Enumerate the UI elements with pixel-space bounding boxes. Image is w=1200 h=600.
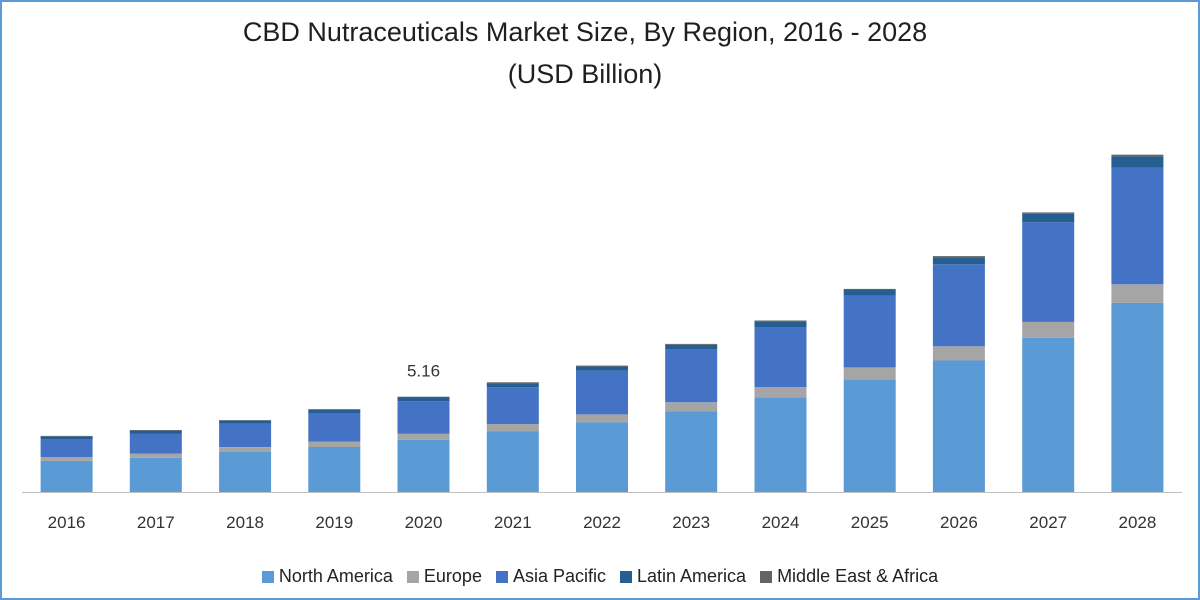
bar-segment-asia-pacific-2016 xyxy=(40,439,93,458)
legend-label: North America xyxy=(278,566,393,586)
bar-segment-middle-east-africa-2022 xyxy=(576,365,628,367)
bar-segment-middle-east-africa-2018 xyxy=(219,420,272,421)
legend-swatch xyxy=(620,570,632,583)
bar-segment-asia-pacific-2019 xyxy=(308,413,361,442)
data-label-2020: 5.16 xyxy=(407,362,440,381)
x-tick-label: 2019 xyxy=(315,513,353,532)
bar-segment-middle-east-africa-2027 xyxy=(1022,212,1075,214)
bar-segment-latin-america-2025 xyxy=(843,289,896,296)
bar-segment-asia-pacific-2021 xyxy=(486,387,539,425)
bar-segment-asia-pacific-2018 xyxy=(219,423,272,448)
bar-segment-asia-pacific-2026 xyxy=(932,264,985,347)
bar-segment-asia-pacific-2028 xyxy=(1111,167,1164,285)
bar-segment-north-america-2020 xyxy=(397,439,450,492)
legend-label: Asia Pacific xyxy=(512,566,606,586)
bar-segment-latin-america-2021 xyxy=(486,383,539,388)
legend-item-asia-pacific: Asia Pacific xyxy=(495,566,606,587)
legend-swatch xyxy=(406,570,419,583)
bar-segment-asia-pacific-2020 xyxy=(397,401,450,434)
bar-segment-north-america-2028 xyxy=(1111,302,1164,492)
bar-segment-middle-east-africa-2023 xyxy=(665,343,718,345)
bar-segment-latin-america-2026 xyxy=(932,257,985,265)
bar-segment-middle-east-africa-2021 xyxy=(486,382,539,384)
bar-segment-asia-pacific-2027 xyxy=(1022,222,1075,322)
bar-segment-north-america-2016 xyxy=(40,460,93,492)
bar-segment-middle-east-africa-2025 xyxy=(843,288,896,290)
bar-segment-north-america-2023 xyxy=(665,411,718,492)
bar-segment-europe-2016 xyxy=(40,457,93,461)
x-tick-label: 2016 xyxy=(48,513,86,532)
bar-segment-asia-pacific-2025 xyxy=(843,295,896,368)
legend-item-latin-america: Latin America xyxy=(620,566,746,587)
bar-segment-north-america-2018 xyxy=(219,452,272,492)
bar-segment-asia-pacific-2023 xyxy=(665,349,718,403)
bar-segment-middle-east-africa-2019 xyxy=(308,409,361,410)
bar-segment-north-america-2021 xyxy=(486,431,539,492)
bar-segment-europe-2018 xyxy=(219,447,272,452)
bar-segment-europe-2024 xyxy=(754,387,807,398)
x-tick-label: 2021 xyxy=(494,513,532,532)
bar-segment-latin-america-2028 xyxy=(1111,156,1164,168)
x-tick-label: 2025 xyxy=(851,513,889,532)
bar-segment-middle-east-africa-2016 xyxy=(40,435,93,437)
x-tick-label: 2020 xyxy=(405,513,443,532)
x-tick-label: 2027 xyxy=(1029,513,1067,532)
bar-segment-middle-east-africa-2026 xyxy=(932,256,985,258)
x-tick-label: 2028 xyxy=(1118,513,1156,532)
bar-segment-latin-america-2018 xyxy=(219,420,272,424)
bar-segment-latin-america-2027 xyxy=(1022,213,1075,223)
bar-segment-europe-2017 xyxy=(129,453,182,458)
bar-segment-middle-east-africa-2024 xyxy=(754,320,807,322)
bar-segment-europe-2023 xyxy=(665,402,718,412)
bar-segment-europe-2027 xyxy=(1022,321,1075,338)
legend-swatch xyxy=(495,570,508,583)
bar-segment-europe-2021 xyxy=(486,424,539,432)
bar-segment-north-america-2024 xyxy=(754,397,807,492)
x-tick-label: 2018 xyxy=(226,513,264,532)
bar-segment-latin-america-2017 xyxy=(129,430,182,434)
legend-swatch xyxy=(261,570,274,583)
bar-segment-europe-2028 xyxy=(1111,284,1164,303)
bar-segment-asia-pacific-2017 xyxy=(129,433,182,454)
bar-segment-north-america-2019 xyxy=(308,446,361,492)
chart-legend: North America Europe Asia Pacific Latin Ame… xyxy=(0,566,1200,587)
bar-segment-europe-2020 xyxy=(397,433,450,440)
bar-segment-latin-america-2024 xyxy=(754,321,807,327)
legend-label: Latin America xyxy=(637,566,747,586)
bar-segment-latin-america-2020 xyxy=(397,397,450,402)
bar-segment-asia-pacific-2024 xyxy=(754,327,807,388)
x-tick-label: 2017 xyxy=(137,513,175,532)
bar-segment-north-america-2017 xyxy=(129,457,182,492)
bar-segment-europe-2019 xyxy=(308,441,361,447)
bar-segment-europe-2026 xyxy=(932,346,985,361)
bar-segment-north-america-2025 xyxy=(843,379,896,492)
bar-segment-middle-east-africa-2028 xyxy=(1111,154,1164,157)
bar-segment-latin-america-2023 xyxy=(665,344,718,350)
legend-item-europe: Europe xyxy=(406,566,482,587)
legend-label: Europe xyxy=(423,566,482,586)
x-tick-label: 2026 xyxy=(940,513,978,532)
x-tick-label: 2022 xyxy=(583,513,621,532)
bar-segment-latin-america-2022 xyxy=(576,366,628,371)
bar-segment-middle-east-africa-2020 xyxy=(397,396,450,398)
bar-segment-north-america-2027 xyxy=(1022,337,1075,492)
x-tick-label: 2024 xyxy=(762,513,800,532)
chart-subtitle: (USD Billion) xyxy=(507,59,663,89)
bar-segment-north-america-2026 xyxy=(932,360,985,492)
bar-segment-europe-2022 xyxy=(576,414,628,423)
bar-segment-middle-east-africa-2017 xyxy=(129,430,182,431)
bar-segment-latin-america-2016 xyxy=(40,436,93,440)
bar-segment-europe-2025 xyxy=(843,367,896,380)
legend-item-north-america: North America xyxy=(261,566,393,587)
legend-label: Middle East & Africa xyxy=(777,566,939,586)
x-tick-label: 2023 xyxy=(672,513,710,532)
chart-title: CBD Nutraceuticals Market Size, By Regio… xyxy=(242,17,928,47)
bar-segment-asia-pacific-2022 xyxy=(576,370,628,415)
bar-segment-north-america-2022 xyxy=(576,422,628,492)
legend-swatch xyxy=(760,570,773,583)
bar-segment-latin-america-2019 xyxy=(308,409,361,414)
legend-item-middle-east-africa: Middle East & Africa xyxy=(760,566,938,587)
